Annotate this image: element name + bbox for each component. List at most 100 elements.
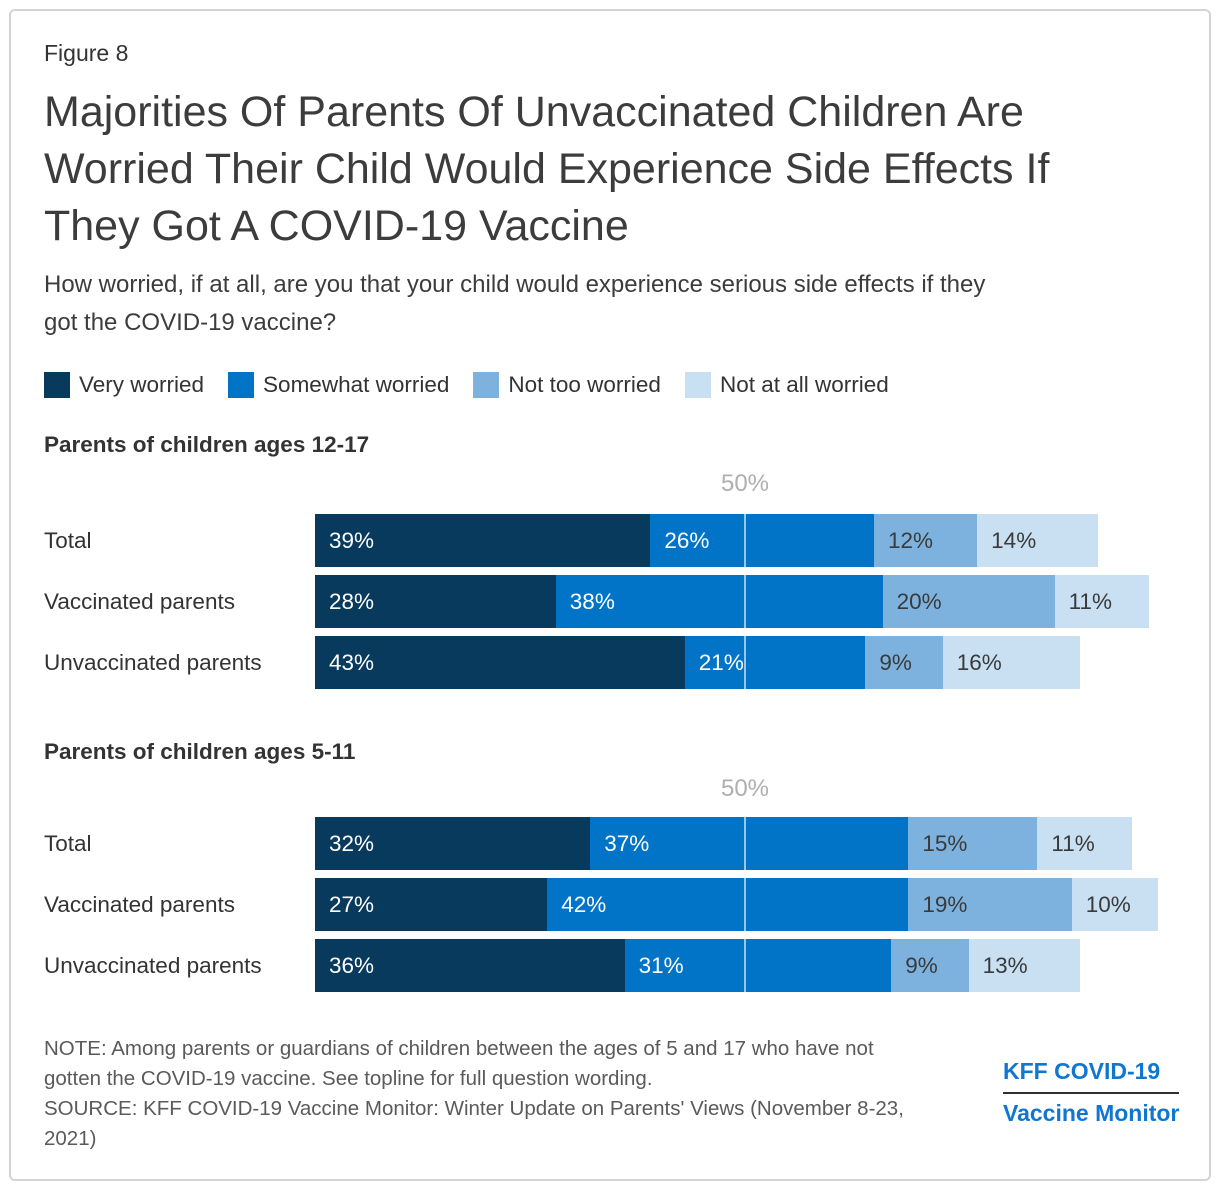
legend-label: Very worried — [79, 372, 205, 397]
kff-logo-line-1: KFF COVID-19 — [1003, 1058, 1161, 1084]
row-label: Unvaccinated parents — [44, 953, 262, 978]
axis-marker-line — [744, 514, 746, 689]
bar-row: Total 32% 37% 15% 11% — [44, 817, 1204, 870]
bar-value-label: 19% — [922, 892, 968, 917]
section-title-ages-5-11: Parents of children ages 5-11 — [44, 739, 356, 764]
bar-segment: 13% — [968, 939, 1081, 992]
page-title-line: Worried Their Child Would Experience Sid… — [44, 145, 1050, 193]
legend-item: Somewhat worried — [228, 372, 449, 398]
legend-item: Not at all worried — [684, 372, 889, 398]
bar-value-label: 27% — [329, 892, 375, 917]
stacked-bar: 27% 42% 19% 10% — [315, 878, 1158, 931]
bar-value-label: 26% — [664, 528, 710, 553]
bar-segment: 42% — [547, 878, 909, 931]
bar-value-label: 13% — [982, 953, 1028, 978]
bar-segment: 21% — [684, 636, 866, 689]
bar-segment: 27% — [315, 878, 548, 931]
footnote: NOTE: Among parents or guardians of chil… — [44, 1034, 924, 1154]
bar-value-label: 28% — [329, 589, 375, 614]
bar-value-label: 36% — [329, 953, 375, 978]
bar-value-label: 14% — [991, 528, 1037, 553]
stacked-bar: 43% 21% 9% 16% — [315, 636, 1081, 689]
bar-value-label: 21% — [698, 650, 744, 675]
legend-swatch-icon — [684, 372, 711, 398]
legend: Very worried Somewhat worried Not too worr… — [44, 372, 889, 398]
bar-row: Total 39% 26% 12% 14% — [44, 514, 1204, 567]
row-label: Vaccinated parents — [44, 892, 235, 917]
bar-segment: 38% — [555, 575, 883, 628]
stacked-bar: 39% 26% 12% 14% — [315, 514, 1098, 567]
row-label: Unvaccinated parents — [44, 650, 262, 675]
bar-value-label: 42% — [561, 892, 607, 917]
bar-segment: 16% — [942, 636, 1081, 689]
bar-segment: 12% — [873, 514, 978, 567]
bar-value-label: 31% — [638, 953, 684, 978]
page-title: Majorities Of Parents Of Unvaccinated Ch… — [44, 84, 1194, 255]
stacked-bar: 36% 31% 9% 13% — [315, 939, 1081, 992]
bar-row: Unvaccinated parents 43% 21% 9% 16% — [44, 636, 1204, 689]
legend-item: Very worried — [44, 372, 204, 398]
note-text-line: gotten the COVID-19 vaccine. See topline… — [44, 1067, 653, 1090]
bar-segment: 31% — [624, 939, 892, 992]
bar-row: Vaccinated parents 27% 42% 19% 10% — [44, 878, 1204, 931]
bar-segment: 11% — [1037, 817, 1132, 870]
bar-segment: 26% — [650, 514, 874, 567]
row-label: Total — [44, 528, 92, 553]
row-label: Vaccinated parents — [44, 589, 235, 614]
chart-rows: Total 39% 26% 12% 14% Vaccinated parents 28% 38… — [44, 514, 1204, 697]
axis-marker-label: 50% — [720, 775, 770, 802]
question-text-line: How worried, if at all, are you that you… — [44, 271, 986, 298]
bar-segment: 9% — [865, 636, 943, 689]
page-title-line: Majorities Of Parents Of Unvaccinated Ch… — [44, 88, 1024, 136]
bar-value-label: 39% — [329, 528, 375, 553]
legend-label: Not at all worried — [719, 372, 889, 397]
legend-swatch-icon — [228, 372, 255, 398]
bar-value-label: 9% — [905, 953, 938, 978]
bar-segment: 9% — [891, 939, 969, 992]
bar-segment: 43% — [315, 636, 685, 689]
bar-row: Unvaccinated parents 36% 31% 9% 13% — [44, 939, 1204, 992]
bar-segment: 15% — [908, 817, 1038, 870]
section-title-ages-12-17: Parents of children ages 12-17 — [44, 432, 370, 457]
bar-segment: 14% — [977, 514, 1098, 567]
kff-logo: KFF COVID-19 Vaccine Monitor — [1003, 1058, 1180, 1127]
bar-segment: 32% — [315, 817, 591, 870]
axis-marker-line — [744, 817, 746, 992]
source-text: SOURCE: KFF COVID-19 Vaccine Monitor: Wi… — [44, 1094, 924, 1154]
bar-value-label: 12% — [887, 528, 934, 553]
bar-row: Vaccinated parents 28% 38% 20% 11% — [44, 575, 1204, 628]
source-text-line: SOURCE: KFF COVID-19 Vaccine Monitor: Wi… — [44, 1097, 904, 1120]
legend-label: Somewhat worried — [263, 372, 450, 397]
note-text: NOTE: Among parents or guardians of chil… — [44, 1034, 924, 1094]
bar-segment: 19% — [908, 878, 1072, 931]
kff-logo-line-2: Vaccine Monitor — [1003, 1100, 1180, 1126]
note-text-line: NOTE: Among parents or guardians of chil… — [44, 1037, 874, 1060]
bar-value-label: 38% — [569, 589, 615, 614]
bar-segment: 39% — [315, 514, 651, 567]
bar-segment: 20% — [882, 575, 1055, 628]
bar-value-label: 11% — [1051, 831, 1095, 856]
source-text-line: 2021) — [44, 1127, 97, 1150]
bar-value-label: 43% — [329, 650, 375, 675]
legend-swatch-icon — [473, 372, 500, 398]
page-title-line: They Got A COVID-19 Vaccine — [44, 202, 629, 250]
bar-value-label: 11% — [1068, 589, 1112, 614]
kff-logo-divider — [1003, 1092, 1180, 1094]
bar-segment: 10% — [1071, 878, 1158, 931]
bar-segment: 37% — [590, 817, 909, 870]
question-text: How worried, if at all, are you that you… — [44, 266, 1194, 342]
row-label: Total — [44, 831, 92, 856]
bar-value-label: 15% — [922, 831, 968, 856]
legend-swatch-icon — [44, 372, 70, 398]
stacked-bar: 32% 37% 15% 11% — [315, 817, 1132, 870]
bar-value-label: 20% — [896, 589, 942, 614]
legend-label: Not too worried — [508, 372, 661, 397]
bar-segment: 11% — [1054, 575, 1150, 628]
bar-value-label: 32% — [329, 831, 375, 856]
stacked-bar: 28% 38% 20% 11% — [315, 575, 1150, 628]
axis-marker-label: 50% — [720, 470, 770, 497]
bar-segment: 28% — [315, 575, 556, 628]
bar-value-label: 9% — [879, 650, 912, 675]
bar-value-label: 16% — [956, 650, 1002, 675]
chart-rows: Total 32% 37% 15% 11% Vaccinated parents 27% 42… — [44, 817, 1204, 1000]
